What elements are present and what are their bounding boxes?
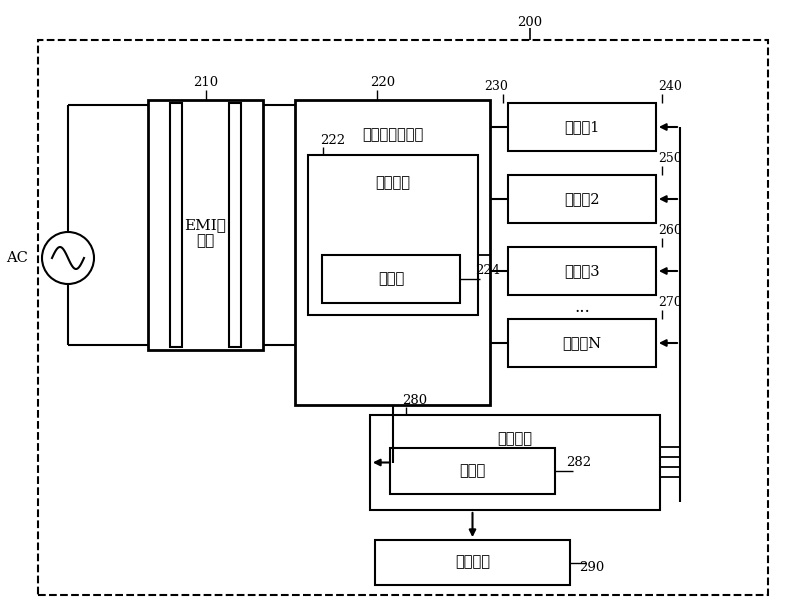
Bar: [295, 100, 490, 405]
Text: 280: 280: [402, 394, 427, 407]
Text: 显示装置: 显示装置: [455, 556, 490, 570]
Text: AC: AC: [6, 251, 28, 265]
Bar: [370, 415, 660, 510]
Text: 电子裈3: 电子裈3: [564, 264, 600, 278]
Bar: [148, 100, 263, 350]
Text: 210: 210: [193, 76, 218, 89]
Text: 290: 290: [579, 561, 605, 574]
Text: 270: 270: [658, 296, 682, 309]
Bar: [508, 319, 656, 367]
Text: 250: 250: [658, 153, 682, 166]
Bar: [308, 155, 478, 315]
Text: 电子裈2: 电子裈2: [564, 192, 600, 206]
Text: 存储器: 存储器: [459, 464, 486, 478]
Text: ...: ...: [574, 299, 590, 315]
Bar: [390, 448, 555, 494]
Text: 220: 220: [370, 76, 395, 89]
Text: 222: 222: [321, 134, 346, 147]
Bar: [170, 103, 182, 347]
Text: 240: 240: [658, 81, 682, 94]
Bar: [375, 540, 570, 585]
Text: EMI滤
波器: EMI滤 波器: [185, 218, 226, 248]
Bar: [322, 255, 460, 303]
Text: 260: 260: [658, 224, 682, 238]
Bar: [508, 175, 656, 223]
Text: 微计算机: 微计算机: [375, 176, 410, 190]
Bar: [229, 103, 241, 347]
Text: 224: 224: [475, 264, 501, 277]
Text: 电子裈N: 电子裈N: [562, 336, 602, 350]
Bar: [508, 103, 656, 151]
Text: 230: 230: [484, 81, 508, 94]
Bar: [508, 247, 656, 295]
Text: 282: 282: [566, 456, 591, 469]
Text: 存储器: 存储器: [378, 272, 404, 286]
Text: 电弧故障断路器: 电弧故障断路器: [362, 128, 423, 142]
Text: 控制装置: 控制装置: [498, 432, 533, 446]
Text: 200: 200: [518, 15, 542, 28]
Text: 电子裈1: 电子裈1: [564, 120, 600, 134]
